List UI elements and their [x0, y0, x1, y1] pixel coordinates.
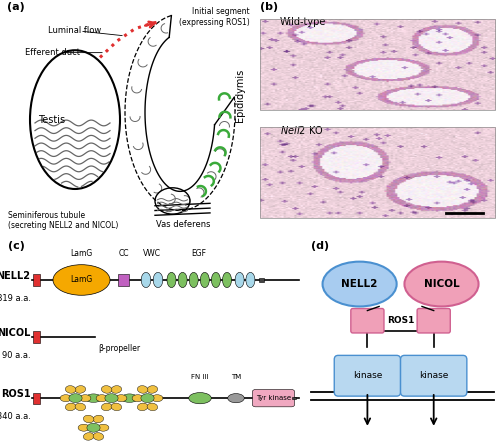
Text: VWC: VWC [143, 249, 161, 257]
Ellipse shape [66, 403, 76, 411]
Text: Luminal flow: Luminal flow [48, 27, 101, 35]
Text: Epididymis: Epididymis [235, 69, 245, 122]
Ellipse shape [189, 272, 198, 288]
Ellipse shape [102, 403, 112, 411]
Ellipse shape [141, 394, 154, 403]
Ellipse shape [167, 272, 176, 288]
Text: FN III: FN III [191, 374, 209, 380]
Text: Testis: Testis [38, 115, 65, 124]
Ellipse shape [75, 386, 86, 393]
Ellipse shape [93, 415, 104, 423]
Text: LamG: LamG [70, 276, 92, 284]
Text: NELL2: NELL2 [342, 279, 378, 289]
Bar [33, 392, 40, 404]
Text: (b): (b) [260, 2, 278, 12]
Ellipse shape [60, 395, 72, 402]
Ellipse shape [322, 262, 396, 307]
Text: EGF: EGF [192, 249, 207, 257]
FancyBboxPatch shape [351, 308, 384, 333]
Text: (d): (d) [311, 241, 329, 251]
Ellipse shape [80, 395, 91, 402]
Ellipse shape [53, 265, 110, 295]
Bar [118, 274, 129, 286]
Text: ROS1: ROS1 [387, 316, 414, 325]
Text: kinase: kinase [352, 371, 382, 380]
Text: kinase: kinase [419, 371, 448, 380]
Ellipse shape [111, 403, 122, 411]
Text: 2,340 a.a.: 2,340 a.a. [0, 412, 30, 421]
Ellipse shape [212, 272, 220, 288]
Ellipse shape [141, 272, 151, 288]
Text: TM: TM [231, 374, 241, 380]
Ellipse shape [116, 395, 127, 402]
Bar [33, 274, 40, 286]
Text: Tyr kinase: Tyr kinase [256, 395, 291, 401]
Text: (a): (a) [8, 2, 25, 12]
Ellipse shape [78, 424, 90, 431]
Ellipse shape [138, 403, 148, 411]
Text: ROS1: ROS1 [1, 389, 30, 399]
Ellipse shape [200, 272, 209, 288]
Ellipse shape [66, 386, 76, 393]
Ellipse shape [84, 415, 94, 423]
Text: Vas deferens: Vas deferens [156, 220, 210, 229]
Bar [259, 279, 264, 281]
Text: (c): (c) [8, 241, 25, 251]
Bar [292, 397, 296, 400]
FancyBboxPatch shape [400, 355, 467, 396]
Text: Seminiferous tubule
(secreting NELL2 and NICOL): Seminiferous tubule (secreting NELL2 and… [8, 210, 118, 230]
Ellipse shape [121, 394, 138, 402]
Ellipse shape [235, 272, 244, 288]
Ellipse shape [138, 386, 148, 393]
Ellipse shape [246, 272, 255, 288]
Ellipse shape [69, 394, 82, 403]
Text: Efferent duct: Efferent duct [25, 48, 80, 57]
Ellipse shape [93, 433, 104, 440]
Text: NELL2: NELL2 [0, 271, 30, 281]
Ellipse shape [147, 386, 158, 393]
Ellipse shape [404, 262, 478, 307]
Text: Wild-type: Wild-type [280, 17, 326, 27]
Ellipse shape [153, 272, 163, 288]
Ellipse shape [96, 395, 108, 402]
Ellipse shape [102, 386, 112, 393]
Text: 90 a.a.: 90 a.a. [2, 351, 30, 360]
Ellipse shape [132, 395, 143, 402]
FancyBboxPatch shape [417, 308, 450, 333]
FancyBboxPatch shape [252, 389, 294, 407]
Ellipse shape [228, 393, 244, 403]
Text: $\mathit{Nell2}$ KO: $\mathit{Nell2}$ KO [280, 124, 323, 136]
Text: LamG: LamG [70, 249, 92, 257]
Ellipse shape [222, 272, 232, 288]
Ellipse shape [111, 386, 122, 393]
Ellipse shape [152, 395, 163, 402]
Ellipse shape [84, 433, 94, 440]
Text: NICOL: NICOL [0, 328, 30, 338]
Ellipse shape [75, 403, 86, 411]
Ellipse shape [189, 392, 211, 404]
Text: Initial segment
(expressing ROS1): Initial segment (expressing ROS1) [179, 7, 250, 27]
Bar [260, 127, 495, 218]
Text: CC: CC [118, 249, 129, 257]
Ellipse shape [87, 423, 100, 432]
Ellipse shape [178, 272, 187, 288]
Ellipse shape [105, 394, 118, 403]
Ellipse shape [98, 424, 109, 431]
Ellipse shape [147, 403, 158, 411]
FancyBboxPatch shape [334, 355, 400, 396]
Text: β-propeller: β-propeller [98, 344, 140, 354]
Bar [260, 19, 495, 110]
Bar [33, 331, 40, 342]
Text: 819 a.a.: 819 a.a. [0, 294, 30, 303]
Ellipse shape [85, 394, 102, 402]
Text: NICOL: NICOL [424, 279, 460, 289]
